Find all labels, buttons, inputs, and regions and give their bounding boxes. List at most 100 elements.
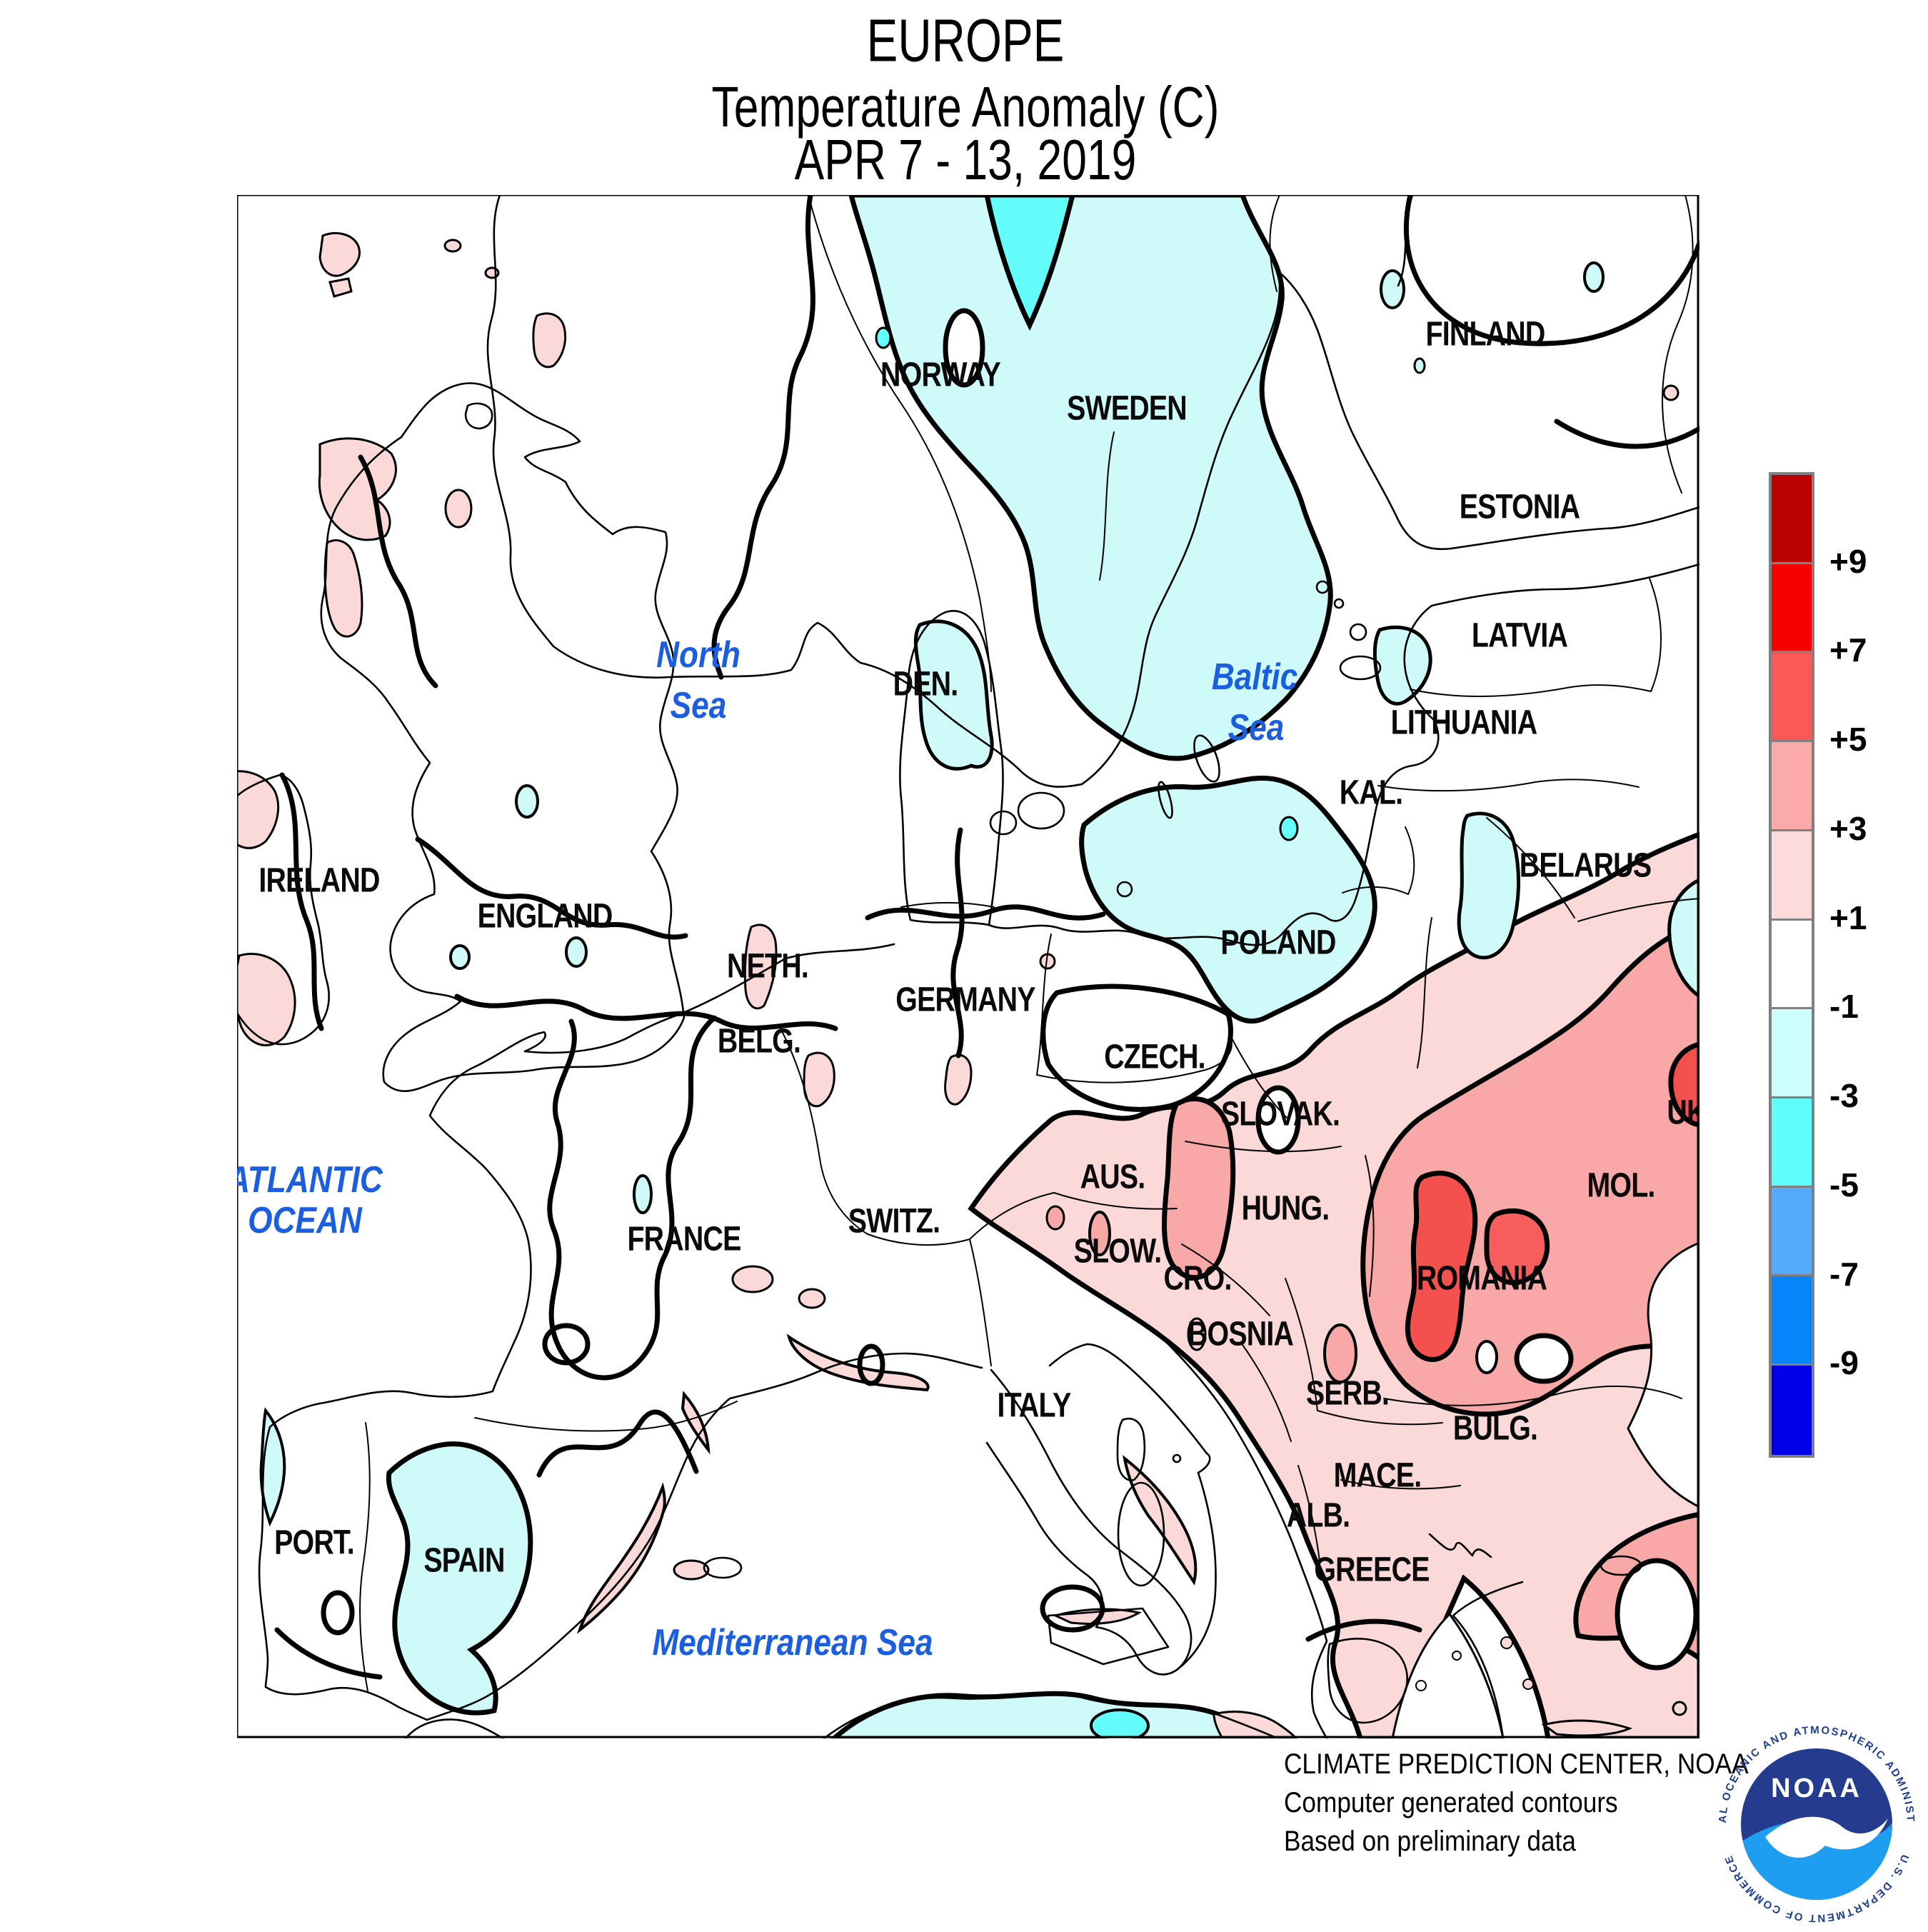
sea-label-sea: Sea [1227,707,1285,749]
cyan-dot-gdansk [1279,816,1299,841]
red-blob-ukraine-edge [1668,1041,1699,1128]
contour-france-east [547,1015,717,1381]
cyan-triangle-lapland [984,195,1075,331]
noaa-seagull-icon [1765,1816,1888,1858]
cyan-dot-channel-1 [449,944,471,970]
noaa-circle-inner [1741,1816,1892,1900]
country-label-belarus: BELARUS [1519,846,1652,885]
colorbar-label-minus7: -7 [1829,1255,1859,1293]
colorbar-cell-8 [1772,1187,1812,1277]
attribution-note: Based on preliminary data [1284,1826,1576,1857]
coast-denmark [899,610,1004,926]
coast-mallorca-outline [703,1556,743,1579]
coast-zealand [1017,791,1065,830]
coast-orkney [464,402,493,430]
pink-sliver-catalonia [681,1391,711,1455]
sea-label-ocean: OCEAN [248,1200,362,1241]
colorbar-cell-7 [1772,1098,1812,1188]
sea-label-baltic: Baltic [1211,656,1298,698]
colorbar-label-minus3: -3 [1829,1077,1859,1115]
contour-greece-south [1305,1618,1422,1642]
anomaly-fills [237,195,1699,1738]
colorbar-cell-3 [1772,742,1812,831]
map-labels-layer: FINLAND NORWAY SWEDEN ESTONIA LATVIA LITHUANI… [237,195,1699,1738]
country-label-slow: SLOW. [1073,1232,1163,1271]
country-label-aus: AUS. [1080,1158,1146,1196]
country-label-belg: BELG. [717,1022,801,1061]
pink-blob-germany-2 [944,1053,973,1106]
country-label-spain: SPAIN [423,1541,505,1580]
colorbar-cell-5 [1772,920,1812,1010]
colorbar-label-minus1: -1 [1829,988,1859,1026]
colorbar-label-minus9: -9 [1829,1344,1859,1382]
pink-dot-gulf-of-finland [1662,384,1680,401]
salmon-dot-slovenia [1088,1211,1111,1256]
pink-tunisia [1212,1710,1297,1738]
white-aegean-island-1 [1415,1680,1427,1691]
coast-italy [985,1368,1193,1676]
colorbar-label-plus9: +9 [1829,542,1867,580]
pink-dot-norway-1 [443,239,462,253]
colorbar-cell-4 [1772,831,1812,921]
coast-balkan-adriatic [1157,1333,1328,1738]
country-label-cro: CRO. [1163,1259,1232,1298]
country-label-uk: UK [1667,1093,1699,1132]
country-label-port: PORT. [274,1523,355,1562]
white-oval-dobruja [1514,1333,1574,1384]
cyan-dot-finland-2 [1583,261,1605,293]
anomaly-contours [274,195,1699,1680]
europe-anomaly-map: FINLAND NORWAY SWEDEN ESTONIA LATVIA LITHUANI… [237,195,1699,1738]
country-label-czech: CZECH. [1104,1038,1205,1076]
salmon-blob-slovakia [1162,1096,1236,1281]
coast-scandinavia [486,195,1699,788]
contour-loop-biscay [542,1323,591,1366]
coast-corsica [1116,1418,1146,1481]
coast-peloponnese [1327,1638,1408,1724]
salmon-dot-austria [1045,1205,1065,1231]
contour-scotland [358,454,438,689]
cyan-blob-denmark [913,619,994,771]
map-frame [237,195,1699,1738]
white-island-czech [1040,983,1233,1112]
page-subtitle: Temperature Anomaly (C) [711,75,1220,139]
contour-pyrenees [536,1409,699,1478]
colorbar-label-plus1: +1 [1829,899,1867,936]
colorbar-label-plus3: +3 [1829,809,1867,847]
country-label-sweden: SWEDEN [1067,389,1188,428]
contour-loop-tyrrhenian [1040,1584,1105,1633]
noaa-logo-svg: NATIONAL OCEANIC AND ATMOSPHERIC ADMINIS… [1717,1724,1915,1924]
pink-aegean-island-1 [1500,1636,1513,1649]
contour-finland-ring [1403,195,1699,346]
white-dot-balkans [1475,1340,1498,1374]
coastlines [237,195,1699,1738]
cyan-blob-estonia [1372,625,1432,706]
contour-norway [711,195,815,680]
cyan-blob-spain [386,1441,533,1716]
pink-rhodes [1672,1701,1687,1716]
country-label-den: DEN. [893,665,959,704]
white-hole-norway-sweden [943,308,985,388]
map-canvas [237,195,1699,1738]
cyan-dot-biscay [633,1174,653,1214]
sea-label-mediterranean-sea: Mediterranean Sea [652,1622,933,1663]
pink-shetland [532,312,567,369]
colorbar-cell-6 [1772,1009,1812,1099]
contour-loop-gulf-of-lion [857,1343,885,1386]
cyan-dot-channel-2 [565,936,588,968]
country-label-poland: POLAND [1220,924,1336,962]
colorbar-cell-2 [1772,653,1812,743]
coast-gotland [1193,734,1220,783]
colorbar-cell-1 [1772,564,1812,654]
coast-aland-1 [1315,580,1330,594]
colorbar-label-minus5: -5 [1829,1166,1859,1203]
pink-faroes [318,232,361,298]
country-label-estonia: ESTONIA [1459,488,1580,526]
coast-sicily [1047,1607,1170,1666]
contour-germany-vertical [950,827,965,1058]
country-label-romania: ROMANIA [1416,1259,1547,1298]
pink-dot-france-2 [798,1288,826,1309]
pink-crete [1541,1719,1633,1737]
cyan-dot-finland-3 [1413,357,1426,374]
attribution-source: CLIMATE PREDICTION CENTER, NOAA [1284,1748,1749,1780]
black-sea [1627,1241,1699,1508]
